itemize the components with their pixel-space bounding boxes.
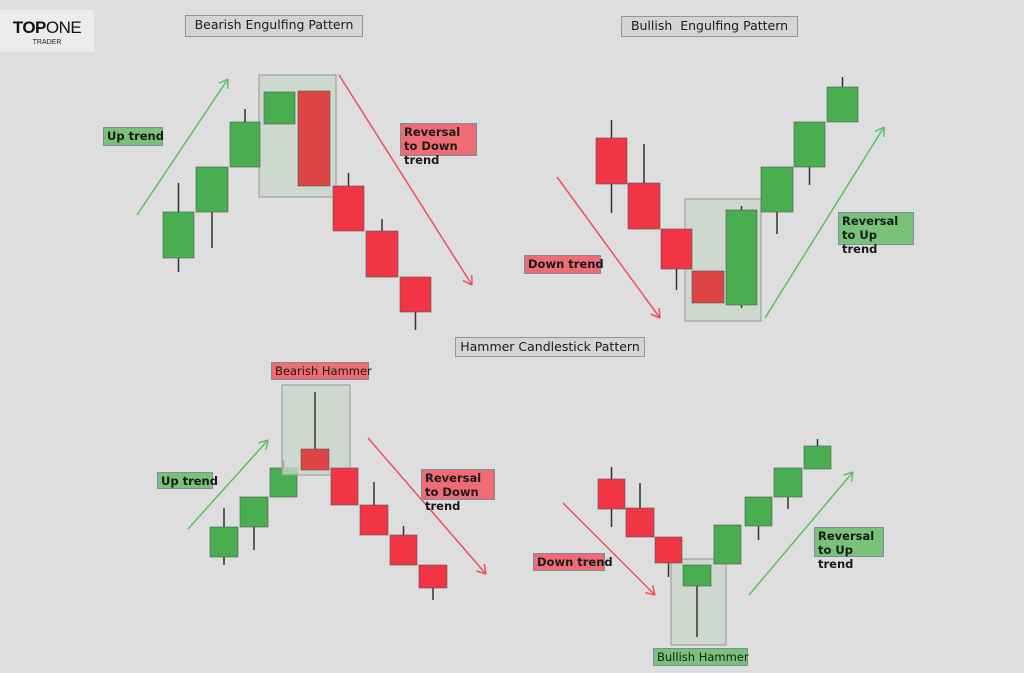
hammer-reversal-down-label: Reversal to Down trend [421,469,495,513]
bullish-candle-body [725,209,758,306]
bearish-candle-body [332,185,365,232]
reversal-up-label: Reversal to Up trend [838,212,914,256]
up-trend-arrow-head [843,471,854,476]
down-trend-arrow-head [651,585,656,596]
up-trend-arrow-head [850,471,854,482]
bearish-candle-body [660,228,693,270]
bearish-candle-body [365,230,399,278]
down-trend-arrow [338,74,473,286]
up-trend-arrow [748,471,854,596]
bullish-candle-body [713,524,742,565]
bullish-candle-body [682,564,712,587]
up-trend-arrow-head [874,126,885,133]
bullish-candle-body [826,86,859,123]
hammer-up-trend-label: Up trend [157,472,218,489]
bearish-candle-body [627,182,661,230]
bearish-candle-body [625,507,655,538]
bearish-candle-body [399,276,432,313]
logo-bold: TOP [12,18,47,37]
down-trend-arrow-head [476,570,487,575]
logo-light: ONE [45,18,82,37]
bearish-candle-body [330,467,359,506]
up-trend-arrow [187,439,269,530]
bearish-candle-body [595,137,628,185]
hammer-down-trend-label: Down trend [533,553,613,571]
up-trend-arrow-head [218,78,229,84]
bullish-candle-body [162,211,195,259]
bearish-candle-body [300,448,330,471]
down-trend-arrow-head [483,564,487,575]
bullish-engulfing-title: Bullish Engulfing Pattern [621,16,798,37]
bullish-candle-body [773,467,803,498]
logo-subtitle: TRADER [32,39,62,46]
down-trend-arrow-head [658,307,661,319]
bullish-candle-body [229,121,261,168]
down-trend-label: Down trend [524,255,604,274]
up-trend-arrow [764,126,885,319]
hammer-reversal-up-label: Reversal to Up trend [814,527,884,571]
bullish-candle-body [760,166,794,213]
bullish-hammer-label: Bullish Hammer [653,648,749,666]
bullish-candle-body [803,445,832,470]
bullish-candle-body [263,91,296,125]
down-trend-arrow [562,502,656,596]
bearish-candle-body [691,270,725,304]
bearish-candle-body [297,90,331,187]
reversal-down-label: Reversal to Down trend [400,123,477,167]
bullish-candle-body [793,121,826,168]
up-trend-arrow [136,78,229,216]
bearish-engulfing-title: Bearish Engulfing Pattern [185,15,363,37]
down-trend-arrow [367,437,487,575]
bearish-candle-body [418,564,448,589]
bearish-hammer-label: Bearish Hammer [271,362,372,380]
logo: TOPONE TRADER [0,10,94,52]
bullish-candle-body [195,166,229,213]
up-trend-arrow-head [265,439,269,450]
hammer-pattern-title: Hammer Candlestick Pattern [455,337,645,357]
down-trend-arrow-head [650,313,661,319]
bearish-candle-body [597,478,626,510]
bullish-candle-body [744,496,773,527]
up-trend-label: Up trend [103,127,164,146]
down-trend-arrow-head [462,279,473,286]
bearish-candle-body [359,504,389,536]
bearish-candle-body [654,536,683,564]
bullish-candle-body [239,496,269,528]
down-trend-arrow-head [645,591,656,596]
bearish-candle-body [389,534,418,566]
down-trend-arrow [556,176,661,319]
bullish-candle-body [209,526,239,558]
up-trend-arrow-head [258,439,269,444]
